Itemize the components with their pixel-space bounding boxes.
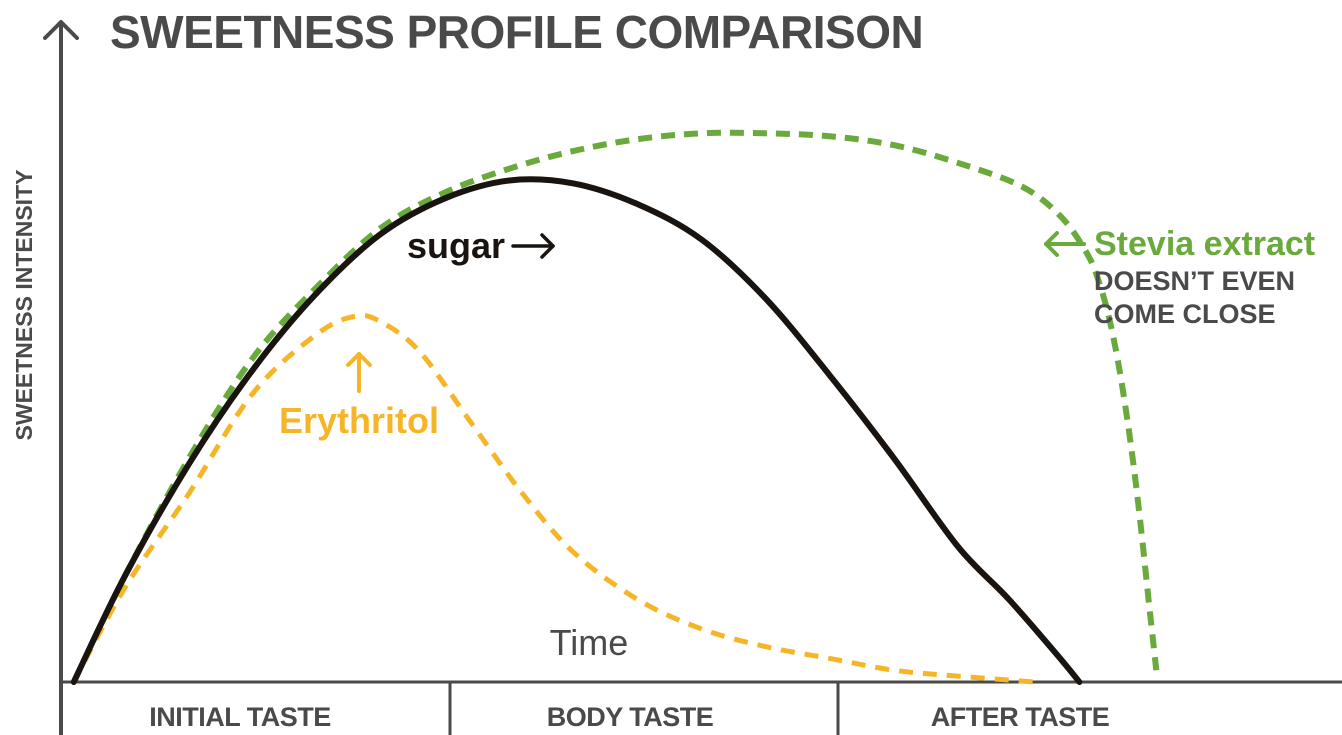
x-axis-label: Time xyxy=(550,622,629,663)
y-axis xyxy=(43,20,79,735)
y-axis-label: SWEETNESS INTENSITY xyxy=(11,170,37,441)
annotation-stevia-note-line1: DOESN’T EVEN xyxy=(1094,266,1295,296)
annotation-sugar-label: sugar xyxy=(407,225,505,266)
series-line-erythritol xyxy=(71,312,1035,685)
annotation-stevia: Stevia extract DOESN’T EVEN COME CLOSE xyxy=(1044,225,1315,329)
y-axis-arrow-icon xyxy=(43,20,79,40)
series-line-sugar xyxy=(70,176,1083,685)
series-layer xyxy=(70,129,1160,685)
annotation-erythritol: Erythritol xyxy=(279,352,439,441)
right-arrow-icon xyxy=(511,233,555,259)
section-label-initial-taste: INITIAL TASTE xyxy=(149,702,331,732)
annotation-sugar: sugar xyxy=(407,225,555,266)
series-line-stevia-extract xyxy=(71,129,1160,684)
chart-title: SWEETNESS PROFILE COMPARISON xyxy=(110,6,923,58)
up-arrow-icon xyxy=(346,352,372,393)
annotation-stevia-label: Stevia extract xyxy=(1094,225,1315,263)
left-arrow-icon xyxy=(1044,231,1086,257)
section-label-body-taste: BODY TASTE xyxy=(547,702,714,732)
x-axis xyxy=(59,680,1342,735)
section-label-after-taste: AFTER TASTE xyxy=(931,702,1110,732)
annotation-stevia-note-line2: COME CLOSE xyxy=(1094,299,1276,329)
annotation-erythritol-label: Erythritol xyxy=(279,400,439,441)
